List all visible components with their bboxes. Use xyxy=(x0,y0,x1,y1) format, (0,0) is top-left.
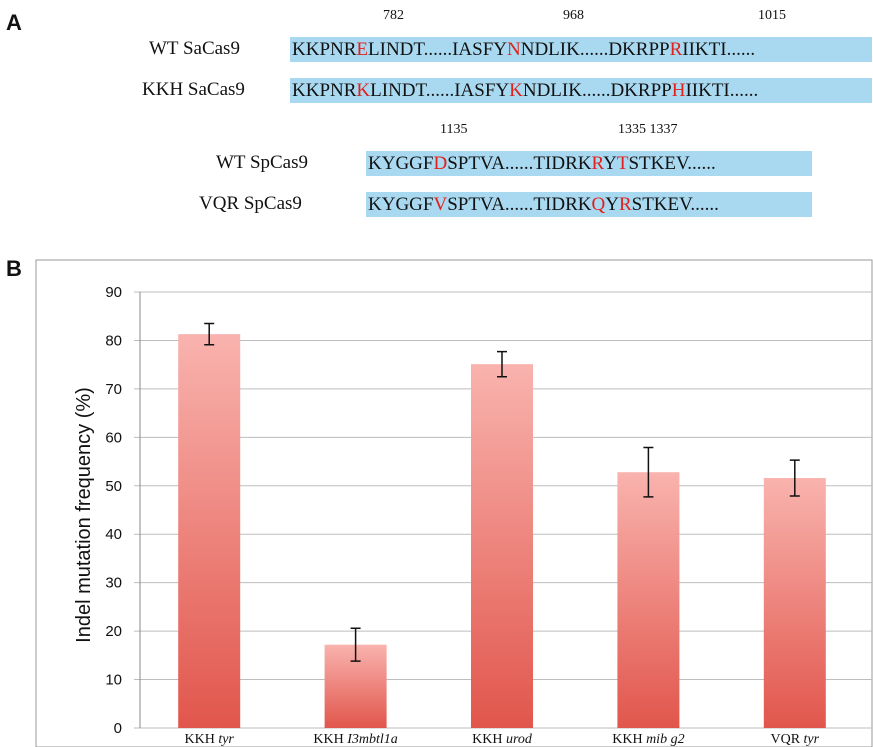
sequence-wt-sacas9: KKPNRELINDT......IASFYNNDLIK......DKRPPR… xyxy=(290,37,872,62)
y-tick-label: 70 xyxy=(105,381,122,398)
sequence-segment: Y xyxy=(603,153,617,174)
error-bar xyxy=(350,627,361,662)
position-label-782: 782 xyxy=(383,8,404,23)
error-bar xyxy=(789,459,800,497)
bars xyxy=(178,322,826,728)
sequence-segment: KKPNR xyxy=(292,80,357,101)
sequence-segment: NDLIK......DKRPP xyxy=(522,80,672,101)
sequence-segment: LINDT......IASFY xyxy=(368,39,507,60)
sequence-name-kkh-sacas9: KKH SaCas9 xyxy=(142,79,245,100)
sequence-segment: KYGGF xyxy=(368,194,434,215)
chart-frame xyxy=(35,259,873,747)
mutated-residue: R xyxy=(591,153,604,174)
sequence-segment: NDLIK......DKRPP xyxy=(520,39,670,60)
x-category-label: KKH urod xyxy=(472,732,533,747)
mutated-residue: Q xyxy=(591,194,606,215)
position-label-1335-1337: 1335 1337 xyxy=(618,122,678,137)
mutated-residue: D xyxy=(433,153,448,174)
sequence-segment: SPTVA......TIDRK xyxy=(447,153,592,174)
x-category-label: KKH mib g2 xyxy=(612,732,684,747)
sequence-segment: STKEV...... xyxy=(628,153,716,174)
y-axis-ticks: 0 10 20 30 40 50 60 70 80 90 xyxy=(105,284,122,737)
bar xyxy=(763,478,826,728)
mutated-residue: R xyxy=(669,39,683,60)
sequence-kkh-sacas9: KKPNRKLINDT......IASFYKNDLIK......DKRPPH… xyxy=(290,78,872,103)
sequence-name-wt-spcas9: WT SpCas9 xyxy=(216,152,309,173)
y-tick-label: 0 xyxy=(114,720,122,737)
mutated-residue: T xyxy=(616,153,629,174)
sequence-segment: SPTVA......TIDRK xyxy=(447,194,592,215)
y-tick-label: 10 xyxy=(105,672,122,689)
mutated-residue: H xyxy=(671,80,686,101)
mutated-residue: V xyxy=(433,194,448,215)
sequence-name-wt-sacas9: WT SaCas9 xyxy=(149,38,240,59)
sequence-wt-spcas9: KYGGFDSPTVA......TIDRKRYTSTKEV...... xyxy=(366,151,812,176)
mutated-residue: K xyxy=(509,80,523,101)
bar xyxy=(178,334,241,728)
y-tick-label: 90 xyxy=(105,284,122,301)
error-bar xyxy=(643,446,654,498)
y-tick-label: 50 xyxy=(105,478,122,495)
sequence-segment: IIKTI...... xyxy=(685,80,759,101)
x-category-label: VQR tyr xyxy=(770,732,819,747)
panel-a-letter: A xyxy=(6,10,22,35)
sequence-segment: Y xyxy=(605,194,619,215)
position-label-1015: 1015 xyxy=(758,8,786,23)
panel-b-letter: B xyxy=(6,256,22,281)
y-tick-label: 20 xyxy=(105,623,122,640)
error-bar xyxy=(497,350,507,378)
sequence-segment: IIKTI...... xyxy=(682,39,756,60)
mutated-residue: N xyxy=(507,39,521,60)
y-tick-label: 40 xyxy=(105,526,122,543)
mutated-residue: E xyxy=(356,39,369,60)
x-category-label: KKH I3mbtl1a xyxy=(313,732,397,747)
bar xyxy=(471,364,533,728)
mutated-residue: K xyxy=(356,80,371,101)
sequence-segment: KKPNR xyxy=(292,39,357,60)
sequence-segment: STKEV...... xyxy=(631,194,719,215)
y-tick-label: 60 xyxy=(105,429,122,446)
mutated-residue: R xyxy=(618,194,632,215)
y-tick-label: 30 xyxy=(105,575,122,592)
error-bar xyxy=(204,322,215,346)
y-axis-label: Indel mutation frequency (%) xyxy=(73,387,95,643)
x-axis-labels: KKH tyr KKH I3mbtl1a KKH urod KKH mib g2 VQR… xyxy=(184,732,819,747)
sequence-vqr-spcas9: KYGGFVSPTVA......TIDRKQYRSTKEV...... xyxy=(366,192,812,217)
bar xyxy=(617,472,680,728)
sequence-segment: KYGGF xyxy=(368,153,434,174)
x-category-label: KKH tyr xyxy=(184,732,234,747)
sequence-segment: LINDT......IASFY xyxy=(370,80,510,101)
sequence-name-vqr-spcas9: VQR SpCas9 xyxy=(199,193,302,214)
position-label-968: 968 xyxy=(563,8,584,23)
position-label-1135: 1135 xyxy=(440,122,468,137)
y-tick-label: 80 xyxy=(105,332,122,349)
